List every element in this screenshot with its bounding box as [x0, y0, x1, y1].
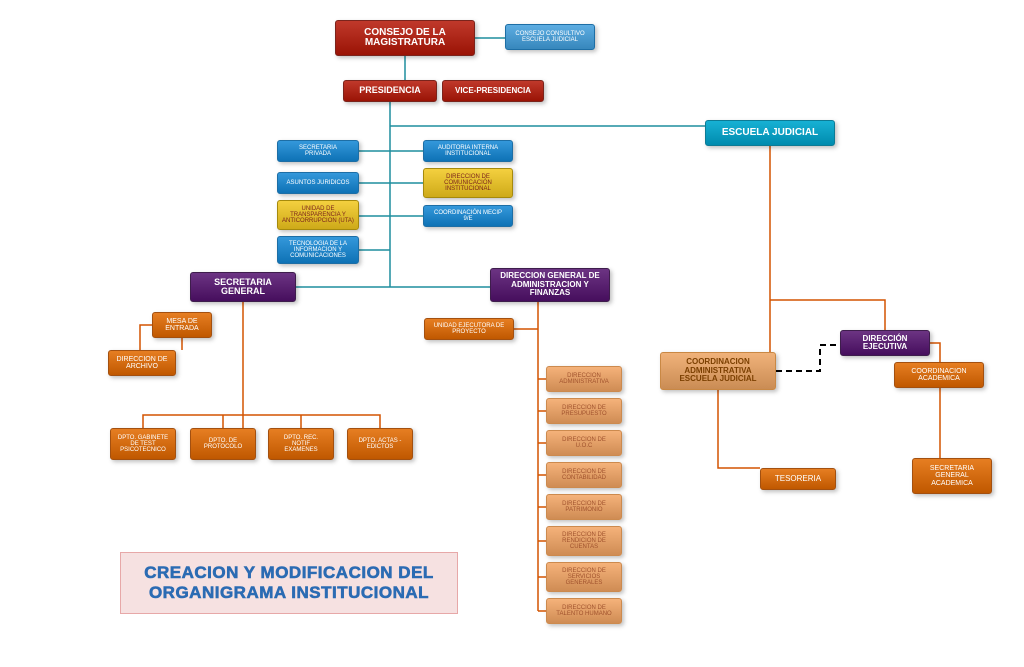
- node-coordacad: COORDINACIONACADEMICA: [894, 362, 984, 388]
- connector: [143, 415, 380, 428]
- node-diradmin: DIRECCIONADMINISTRATIVA: [546, 366, 622, 392]
- connector: [770, 146, 885, 352]
- node-dirconta: DIRECCION DECONTABILIDAD: [546, 462, 622, 488]
- node-tic: TECNOLOGIA DE LAINFORMACION YCOMUNICACIO…: [277, 236, 359, 264]
- node-uep: UNIDAD EJECUTORA DEPROYECTO: [424, 318, 514, 340]
- node-coord: COORDINACIONADMINISTRATIVAESCUELA JUDICI…: [660, 352, 776, 390]
- node-escuela: ESCUELA JUDICIAL: [705, 120, 835, 146]
- node-dircom: DIRECCION DECOMUNICACIÓNINSTITUCIONAL: [423, 168, 513, 198]
- node-dirrend: DIRECCION DERENDICION DECUENTAS: [546, 526, 622, 556]
- diagram-title: CREACION Y MODIFICACION DEL ORGANIGRAMA …: [120, 552, 458, 614]
- connector: [930, 343, 940, 362]
- title-line1: CREACION Y MODIFICACION DEL: [144, 563, 434, 582]
- connector: [718, 390, 760, 468]
- node-psico: DPTO. GABINETEDE TESTPSICOTECNICO: [110, 428, 176, 460]
- node-dgaf: DIRECCION GENERAL DEADMINISTRACION YFINA…: [490, 268, 610, 302]
- node-dirpatri: DIRECCION DEPATRIMONIO: [546, 494, 622, 520]
- node-asuntos: ASUNTOS JURIDICOS: [277, 172, 359, 194]
- node-consejo: CONSEJO DE LAMAGISTRATURA: [335, 20, 475, 56]
- node-actas: DPTO. ACTAS -EDICTOS: [347, 428, 413, 460]
- node-archivo: DIRECCION DEARCHIVO: [108, 350, 176, 376]
- node-vice: VICE-PRESIDENCIA: [442, 80, 544, 102]
- connector: [776, 345, 840, 371]
- node-mecip: COORDINACIÓN MECIP9/E: [423, 205, 513, 227]
- node-dirpresu: DIRECCION DEPRESUPUESTO: [546, 398, 622, 424]
- node-uta: UNIDAD DETRANSPARENCIA YANTICORRUPCION (…: [277, 200, 359, 230]
- node-auditoria: AUDITORIA INTERNAINSTITUCIONAL: [423, 140, 513, 162]
- node-protocolo: DPTO. DEPROTOCOLO: [190, 428, 256, 460]
- node-dirserv: DIRECCION DESERVICIOSGENERALES: [546, 562, 622, 592]
- node-presidencia: PRESIDENCIA: [343, 80, 437, 102]
- node-secgralacad: SECRETARIAGENERALACADEMICA: [912, 458, 992, 494]
- node-secgral: SECRETARIAGENERAL: [190, 272, 296, 302]
- node-secprivada: SECRETARIAPRIVADA: [277, 140, 359, 162]
- node-direjec: DIRECCIÓNEJECUTIVA: [840, 330, 930, 356]
- node-consultivo: CONSEJO CONSULTIVOESCUELA JUDICIAL: [505, 24, 595, 50]
- node-dirtalento: DIRECCION DETALENTO HUMANO: [546, 598, 622, 624]
- node-diruoc: DIRECCION DEU.O.C: [546, 430, 622, 456]
- org-chart-page: { "type": "org-chart", "canvas": {"w":10…: [0, 0, 1024, 667]
- node-notif: DPTO. REC.NOTIFEXAMENES: [268, 428, 334, 460]
- node-tesoreria: TESORERIA: [760, 468, 836, 490]
- title-line2: ORGANIGRAMA INSTITUCIONAL: [149, 583, 429, 602]
- node-mesa: MESA DEENTRADA: [152, 312, 212, 338]
- connector: [140, 325, 152, 350]
